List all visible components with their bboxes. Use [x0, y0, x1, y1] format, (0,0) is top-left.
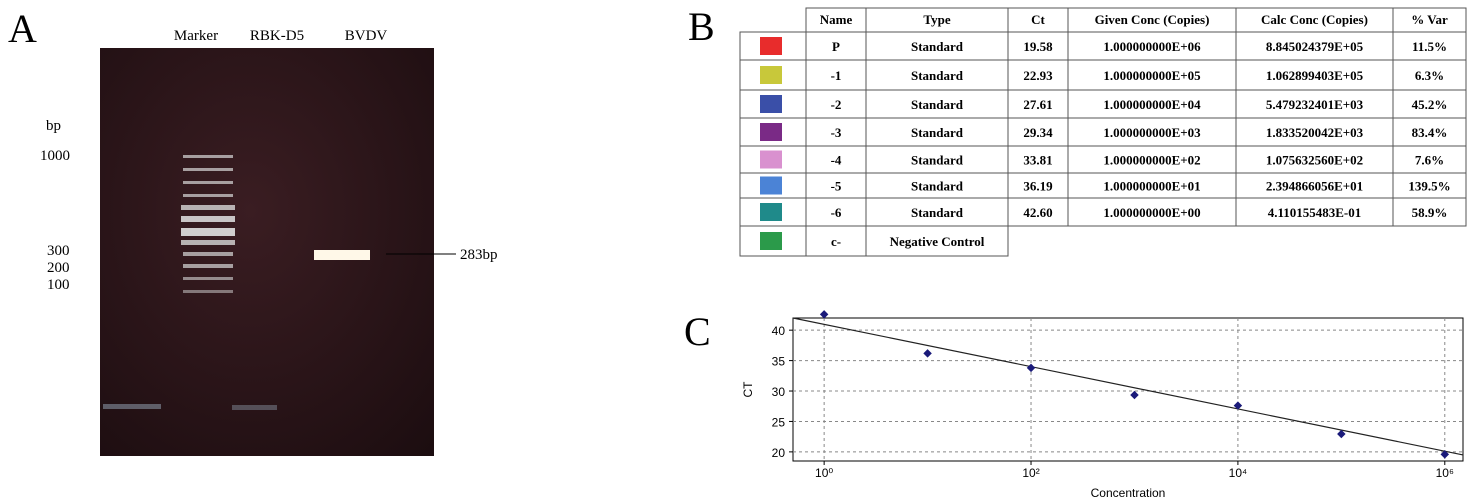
- table-cell-text: 11.5%: [1412, 39, 1447, 54]
- table-cell-text: 7.6%: [1415, 153, 1444, 168]
- table-cell-text: Standard: [911, 68, 964, 83]
- table-cell-text: -4: [831, 153, 842, 168]
- chart: 20 25 30 35 40 10⁰ 10² 10⁴ 10⁶ Concentration CT: [741, 310, 1464, 500]
- table-cell-text: 42.60: [1023, 205, 1052, 220]
- table-cell-text: 83.4%: [1412, 125, 1448, 140]
- gel: [100, 48, 434, 456]
- ladder-label: 200: [47, 260, 70, 276]
- y-tick-label: 20: [772, 446, 786, 460]
- y-tick-label: 30: [772, 385, 786, 399]
- table-cell-text: 1.000000000E+02: [1103, 153, 1200, 168]
- column-header: Ct: [1031, 12, 1045, 27]
- lane-label: BVDV: [345, 28, 388, 44]
- column-header: Calc Conc (Copies): [1261, 12, 1368, 27]
- data-point: [1337, 429, 1346, 439]
- data-point: [1026, 363, 1036, 373]
- color-swatch: [760, 176, 782, 195]
- data-point: [923, 349, 932, 358]
- color-swatch: [760, 95, 782, 113]
- table-cell-text: Standard: [911, 125, 964, 140]
- gel-bands: [103, 155, 370, 410]
- data-point: [1440, 450, 1450, 459]
- band-label: 283bp: [460, 247, 498, 263]
- table-cell: [1392, 197, 1467, 227]
- table-cell-text: 45.2%: [1412, 97, 1448, 112]
- table-cell-text: -2: [831, 97, 842, 112]
- table-cell-text: -5: [831, 179, 842, 194]
- column-header: Name: [820, 12, 853, 27]
- color-swatch: [760, 203, 782, 221]
- table-cell-text: 36.19: [1023, 179, 1053, 194]
- table-cell-text: Standard: [911, 39, 964, 54]
- table-cell: [865, 225, 1009, 257]
- ladder-label: 1000: [40, 148, 70, 164]
- table-cell-text: 139.5%: [1408, 179, 1450, 194]
- lane-label: RBK-D5: [250, 28, 304, 44]
- x-tick-label: 10⁴: [1229, 466, 1248, 480]
- y-tick-label: 35: [772, 355, 786, 369]
- table-cell-text: 22.93: [1023, 68, 1053, 83]
- column-header: % Var: [1411, 12, 1448, 27]
- trendline: [792, 317, 1464, 456]
- table-cell-text: 1.062899403E+05: [1266, 68, 1364, 83]
- x-axis-label: Concentration: [1091, 486, 1166, 500]
- y-tick-label: 25: [772, 415, 786, 429]
- table-cell-text: 29.34: [1023, 125, 1053, 140]
- table-cell-text: Standard: [911, 205, 964, 220]
- table-cell-text: 1.000000000E+06: [1103, 39, 1201, 54]
- color-swatch: [760, 66, 782, 84]
- table-cell-text: 27.61: [1023, 97, 1052, 112]
- color-swatch: [760, 232, 782, 250]
- table-cell-text: Standard: [911, 97, 964, 112]
- panel-label: C: [684, 309, 711, 354]
- lane-label: Marker: [174, 28, 218, 44]
- y-tick-label: 40: [772, 324, 786, 338]
- data-point: [1130, 390, 1139, 400]
- ladder-label: 100: [47, 277, 70, 293]
- column-header: Given Conc (Copies): [1095, 12, 1210, 27]
- table-cell-text: 6.3%: [1415, 68, 1444, 83]
- data-point: [1233, 401, 1243, 410]
- table: Name Type Ct Given Conc (Copies) Calc Conc (…: [739, 7, 1467, 257]
- table-cell-text: -3: [831, 125, 842, 140]
- table-cell-text: 1.000000000E+05: [1103, 68, 1201, 83]
- table-cell-text: Negative Control: [890, 234, 985, 249]
- table-cell-text: -6: [831, 205, 842, 220]
- table-cell-text: 1.000000000E+00: [1103, 205, 1200, 220]
- table-cell-text: 33.81: [1023, 153, 1052, 168]
- table-cell-text: 1.000000000E+04: [1103, 97, 1201, 112]
- table-cell-text: c-: [831, 234, 841, 249]
- color-swatch: [760, 123, 782, 141]
- color-swatch: [760, 150, 782, 169]
- table-cell-text: 1.000000000E+01: [1103, 179, 1200, 194]
- ladder-label: 300: [47, 243, 70, 259]
- table-cell-text: 1.075632560E+02: [1266, 153, 1363, 168]
- table-cell-text: 8.845024379E+05: [1266, 39, 1364, 54]
- unit-label: bp: [46, 118, 61, 134]
- table-cell-text: 2.394866056E+01: [1266, 179, 1363, 194]
- table-cell-text: 58.9%: [1412, 205, 1448, 220]
- color-swatch: [760, 37, 782, 55]
- x-tick-label: 10⁰: [815, 466, 833, 480]
- column-header: Type: [923, 12, 950, 27]
- x-tick-label: 10²: [1022, 466, 1039, 480]
- table-cell-text: Standard: [911, 179, 964, 194]
- data-point: [819, 310, 829, 319]
- table-cell-text: 19.58: [1023, 39, 1053, 54]
- table-cell-text: 1.000000000E+03: [1103, 125, 1201, 140]
- table-cell-text: 1.833520042E+03: [1266, 125, 1364, 140]
- x-tick-label: 10⁶: [1436, 466, 1454, 480]
- table-cell-text: 5.479232401E+03: [1266, 97, 1364, 112]
- plot-area: [792, 317, 1464, 462]
- panel-label: B: [688, 4, 715, 49]
- table-cell-text: 4.110155483E-01: [1268, 205, 1362, 220]
- table-cell-text: Standard: [911, 153, 964, 168]
- y-axis-label: CT: [741, 381, 755, 398]
- table-cell-text: P: [832, 39, 840, 54]
- panel-label: A: [8, 6, 37, 51]
- table-cell-text: -1: [831, 68, 842, 83]
